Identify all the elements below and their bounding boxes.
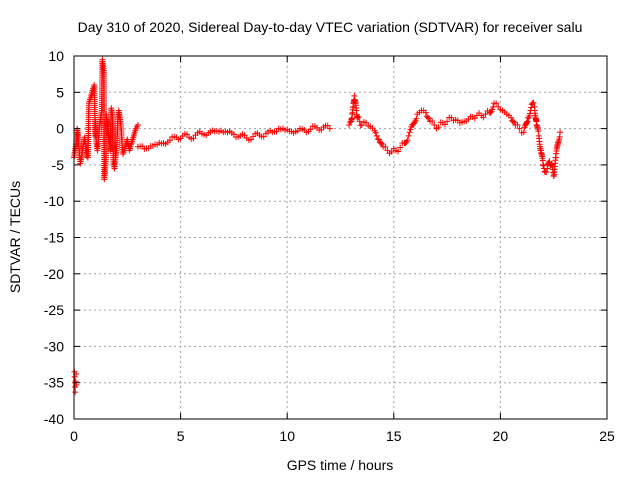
data-point <box>526 113 533 120</box>
x-tick-label: 20 <box>493 428 509 444</box>
x-tick-label: 15 <box>386 428 402 444</box>
data-point <box>540 162 547 169</box>
data-point <box>493 100 500 107</box>
data-point <box>516 125 523 132</box>
data-point <box>441 121 448 128</box>
data-point <box>355 114 362 121</box>
x-tick-label: 5 <box>177 428 185 444</box>
y-tick-label: -25 <box>44 302 64 318</box>
axis-ticks: 0 5 10 15 20 25 -40 -35 -30 -25 -20 -15 -10 -5 0 5 10 <box>44 48 615 444</box>
data-point <box>71 373 78 380</box>
data-point <box>378 140 385 147</box>
data-points <box>71 56 564 396</box>
x-tick-label: 0 <box>70 428 78 444</box>
data-point <box>405 132 412 139</box>
data-point <box>413 115 420 122</box>
y-tick-label: -5 <box>52 157 65 173</box>
y-tick-label: 10 <box>48 48 64 64</box>
y-tick-label: -30 <box>44 338 64 354</box>
data-point <box>395 148 402 155</box>
data-point <box>435 124 442 131</box>
data-point <box>346 121 353 128</box>
x-tick-label: 25 <box>599 428 615 444</box>
x-tick-label: 10 <box>279 428 295 444</box>
data-point <box>379 140 386 147</box>
data-point <box>490 103 497 110</box>
data-point <box>508 114 515 121</box>
data-point <box>482 111 489 118</box>
data-point <box>431 121 438 128</box>
data-point <box>404 137 411 144</box>
y-tick-label: -10 <box>44 193 64 209</box>
data-point <box>544 165 551 172</box>
data-point <box>363 119 370 126</box>
data-point <box>402 140 409 147</box>
data-point <box>480 114 487 121</box>
data-point <box>422 109 429 116</box>
data-point <box>530 99 537 106</box>
y-axis-title: SDTVAR / TECUs <box>7 181 23 293</box>
data-point <box>407 126 414 133</box>
data-point <box>424 114 431 121</box>
data-point <box>526 110 533 117</box>
y-tick-label: -35 <box>44 375 64 391</box>
data-point <box>375 136 382 143</box>
data-point <box>520 129 527 136</box>
data-point <box>444 118 451 125</box>
chart-title: Day 310 of 2020, Sidereal Day-to-day VTE… <box>78 19 583 35</box>
data-point <box>546 158 553 165</box>
y-tick-label: 0 <box>56 121 64 137</box>
data-point <box>524 118 531 125</box>
data-point <box>541 168 548 175</box>
data-point <box>429 118 436 125</box>
data-point <box>190 135 197 142</box>
data-point <box>354 114 361 121</box>
y-tick-label: 5 <box>56 84 64 100</box>
y-tick-label: -15 <box>44 230 64 246</box>
data-point <box>511 119 518 126</box>
data-point <box>528 104 535 111</box>
data-point <box>406 129 413 136</box>
data-point <box>514 121 521 128</box>
data-point <box>326 125 333 132</box>
data-point <box>166 137 173 144</box>
y-tick-label: -40 <box>44 411 64 427</box>
data-point <box>373 132 380 139</box>
data-point <box>543 169 550 176</box>
x-axis-title: GPS time / hours <box>287 457 394 473</box>
data-point <box>72 389 79 396</box>
y-tick-label: -20 <box>44 266 64 282</box>
data-point <box>307 126 314 133</box>
data-point <box>83 153 90 160</box>
data-point <box>356 118 363 125</box>
data-point <box>382 143 389 150</box>
data-point <box>510 118 517 125</box>
data-point <box>425 115 432 122</box>
data-point <box>134 121 141 128</box>
data-point <box>372 129 379 136</box>
data-point <box>397 144 404 151</box>
data-point <box>523 119 530 126</box>
data-point <box>388 148 395 155</box>
grid-lines <box>74 56 607 419</box>
data-point <box>557 129 564 136</box>
